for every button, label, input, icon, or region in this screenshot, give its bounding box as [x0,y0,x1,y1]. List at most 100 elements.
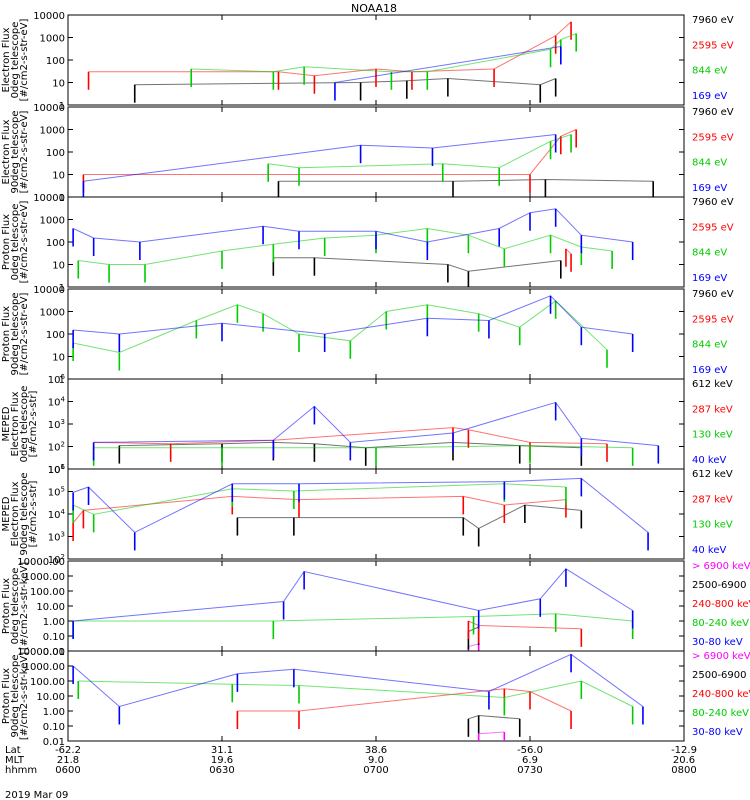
y-axis-label: 90deg telescope [10,654,21,737]
y-axis-label: Proton Flux [1,668,12,724]
y-tick-label: 106 [48,373,66,386]
series-3 [467,620,583,647]
series-4 [334,46,562,101]
series-line [119,441,582,449]
panel-7: 10000.00 1000.00 100.00 10.00 1.00 0.10 0.01 Pr… [1,557,750,658]
series-3 [92,445,634,466]
series-line [268,134,572,169]
legend-entry: 40 keV [692,455,726,466]
y-tick-label: 102 [48,441,65,454]
y-tick-label: 100 [46,330,65,341]
legend-entry: 2595 eV [692,222,734,233]
legend-entry: 80-240 keV [692,708,749,719]
y-tick-label: 10 [52,79,65,90]
y-axis-label: Electron Flux [10,391,21,456]
legend-entry: 844 eV [692,158,727,169]
series-line [565,248,572,255]
y-tick-label: 103 [48,531,65,544]
series-2 [467,714,521,737]
legend-entry: 7960 eV [692,15,734,26]
y-axis-label: [#/cm2-s-str-eV] [19,201,30,284]
series-line [278,178,654,182]
series-2 [565,248,572,272]
x-row-label: hhmm [5,765,37,776]
legend-entry: 240-800 keV [692,599,750,610]
legend-entry: 2595 eV [692,40,734,51]
series-line [237,688,572,712]
series-1 [72,300,608,371]
series-2 [82,129,578,193]
y-tick-label: 1.00 [43,707,65,718]
y-tick-label: 1 [59,193,65,204]
series-4 [82,134,557,197]
series-line [72,483,566,515]
y-axis-label: Proton Flux [1,214,12,270]
y-tick-label: 1.00 [43,617,65,628]
legend-entry: 2595 eV [692,314,734,325]
y-tick-label: 10.00 [36,602,65,613]
y-axis-label: [#/cm2-s-str-eV] [19,19,30,102]
legend-entry: 130 keV [692,520,733,531]
panel-frame [67,650,685,742]
legend-entry: > 6900 keV [692,651,750,662]
legend-entry: 612 keV [692,469,733,480]
y-tick-label: 10000 [33,103,65,114]
y-axis-label: MEPED [1,496,12,531]
y-axis-label: 90deg telescope [19,472,30,555]
legend-entry: 169 eV [692,91,727,102]
y-axis-label: Electron Flux [1,27,12,92]
y-axis-label: [#/cm2-s-str-eV] [19,111,30,194]
y-tick-label: 100 [46,238,65,249]
y-tick-label: 101 [48,463,65,476]
y-tick-label: 10000 [33,11,65,22]
x-tick-label: 0700 [363,765,388,776]
legend-entry: 30-80 keV [692,637,743,648]
legend-entry: 7960 eV [692,197,734,208]
series-line [83,129,577,175]
legend-entry: 30-80 keV [692,727,743,738]
x-tick-label: 31.1 [211,745,233,756]
y-tick-label: 0.01 [43,737,65,748]
series-3 [236,688,572,729]
legend-entry: 844 eV [692,66,727,77]
series-line [334,46,561,83]
series-1 [236,504,583,547]
x-tick-label: 0630 [209,765,234,776]
legend-entry: 40 keV [692,545,726,556]
y-tick-label: 1 [59,283,65,294]
series-line [88,21,572,77]
series-3 [190,33,578,90]
y-axis-label: [#/cm2-s-str-keV] [19,652,30,740]
legend-entry: 240-800 keV [692,689,750,700]
series-3 [267,134,572,186]
y-tick-label: 102 [48,553,65,566]
legend-entry: 612 keV [692,379,733,390]
y-tick-label: 1000 [40,34,65,45]
series-line [73,295,633,335]
panel-frame [67,560,685,652]
series-line [72,653,644,708]
series-line [237,504,582,529]
legend-entry: 7960 eV [692,289,734,300]
y-axis-label: 0deg telescope [10,22,21,99]
x-tick-label: 20.6 [673,755,695,766]
y-tick-label: 10 [52,171,65,182]
y-axis-label: 90deg telescope [10,110,21,193]
series-5 [72,568,634,639]
y-axis-label: MEPED [1,406,12,441]
panel-frame [67,106,685,198]
y-axis-label: 0deg telescope [19,386,30,463]
x-tick-label: 6.9 [522,755,538,766]
y-tick-label: 1000.00 [24,662,65,673]
series-line [72,208,633,243]
series-line [72,477,649,534]
series-5 [72,653,644,725]
series-line [78,680,633,707]
y-tick-label: 100 [46,148,65,159]
legend-entry: 2595 eV [692,132,734,143]
legend-entry: 169 eV [692,365,727,376]
